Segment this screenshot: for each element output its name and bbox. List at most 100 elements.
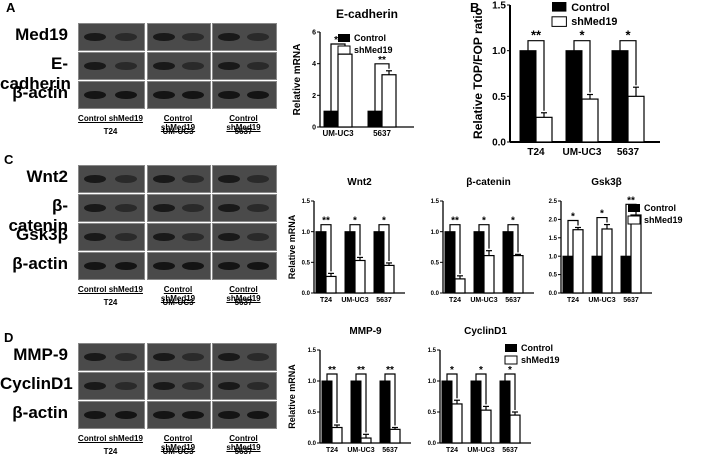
- protein-band: [181, 32, 204, 42]
- protein-band: [114, 32, 137, 42]
- bar-control: [519, 50, 537, 143]
- significance-bracket: [567, 219, 579, 257]
- y-tick-label: 1.0: [549, 254, 558, 260]
- bar-shmed19: [381, 74, 397, 128]
- y-tick-label: 0.0: [549, 291, 558, 297]
- bar-control: [344, 231, 356, 294]
- bar-control: [323, 110, 339, 128]
- bar-shmed19: [627, 95, 645, 143]
- y-tick-label: 0.0: [431, 291, 440, 297]
- y-tick-label: 0.5: [308, 410, 317, 416]
- cell-line-label: UM-UC3: [162, 298, 194, 307]
- cell-line-label: T24: [103, 127, 118, 136]
- protein-band: [247, 90, 270, 100]
- y-tick-label: 0.0: [428, 441, 437, 447]
- y-tick-label: 1.5: [308, 348, 317, 354]
- protein-band: [217, 61, 240, 71]
- legend-label-control: Control: [571, 2, 609, 14]
- protein-band: [181, 174, 204, 184]
- significance-marker: *: [579, 28, 585, 43]
- x-tick-label: UM-UC3: [341, 297, 368, 304]
- protein-band: [217, 352, 240, 362]
- blot-strip: [147, 81, 211, 109]
- chart-top-fop-ratio: Relative TOP/FOP ratio0.00.51.01.5**T24*…: [471, 1, 660, 158]
- y-tick-label: 6: [312, 30, 316, 37]
- blot-row-label: Wnt2: [26, 167, 68, 186]
- y-tick-label: 0.5: [549, 273, 558, 279]
- y-tick-label: 0.0: [302, 291, 311, 297]
- significance-bracket: [573, 40, 591, 93]
- protein-band: [181, 90, 204, 100]
- x-tick-label: T24: [567, 297, 579, 304]
- cell-line-label: UM-UC3: [162, 447, 194, 456]
- blot-row-label: E- cadherin: [0, 54, 71, 93]
- y-tick-label: 0.0: [308, 441, 317, 447]
- bar-control: [373, 231, 385, 294]
- significance-marker: *: [482, 216, 486, 227]
- significance-bracket: [527, 40, 545, 111]
- protein-band: [181, 61, 204, 71]
- significance-marker: *: [353, 216, 357, 227]
- bar-shmed19: [454, 278, 466, 294]
- protein-band: [152, 61, 175, 71]
- x-tick-label: 5637: [382, 447, 398, 454]
- protein-band: [181, 203, 204, 213]
- chart-title: E-cadherin: [336, 7, 398, 21]
- chart-cyclind1: CyclinD1 0.0 0.5 1.0 1.5 * T24 * UM-UC3 * 5637 Cont…: [428, 326, 560, 454]
- bar-shmed19: [337, 53, 353, 128]
- significance-marker: *: [450, 365, 454, 376]
- y-tick-label: 0.5: [431, 260, 440, 266]
- lane-header: Control shMed19: [160, 434, 196, 452]
- x-tick-label: 5637: [505, 297, 521, 304]
- panel-label-b: B: [470, 0, 480, 15]
- significance-marker: *: [600, 209, 604, 220]
- blot-strip: [212, 372, 277, 400]
- significance-marker: **: [378, 55, 386, 66]
- blot-strip: [78, 81, 145, 109]
- protein-band: [152, 90, 175, 100]
- bar-control: [367, 110, 383, 128]
- bar-shmed19: [512, 254, 524, 294]
- protein-band: [84, 261, 107, 271]
- protein-band: [84, 90, 107, 100]
- protein-band: [181, 410, 204, 420]
- panel-label-d: D: [4, 330, 14, 345]
- protein-band: [247, 410, 270, 420]
- blot-row-label: CyclinD1: [0, 374, 73, 393]
- cell-line-label: 5637: [234, 447, 253, 456]
- blot-row-label: Gsk3β: [16, 225, 68, 244]
- legend-swatch-shmed19: [627, 215, 641, 225]
- chart-title: Gsk3β: [591, 177, 622, 188]
- western-blot-panel-c: Wnt2 β-catenin Gsk3β β-actin Control shMed19…: [0, 160, 290, 320]
- protein-band: [114, 174, 137, 184]
- significance-bracket: [326, 373, 338, 424]
- x-tick-label: T24: [320, 297, 332, 304]
- protein-band: [217, 381, 240, 391]
- legend-label-shmed19: shMed19: [644, 215, 683, 225]
- significance-bracket: [320, 224, 332, 272]
- blot-strip: [78, 343, 145, 371]
- blot-row-label: MMP-9: [13, 345, 68, 364]
- y-tick-label: 1.0: [428, 379, 437, 385]
- bar-shmed19: [480, 409, 492, 444]
- chart-title: β-catenin: [466, 177, 510, 188]
- western-blot-panel-d: MMP-9 CyclinD1 β-actin Control shMed19 T24 Co…: [0, 338, 290, 456]
- chart-beta-catenin: β-catenin 0.0 0.5 1.0 1.5 ** T24 * UM-UC3 * 5637: [431, 177, 534, 304]
- significance-marker: *: [511, 216, 515, 227]
- protein-band: [84, 32, 107, 42]
- legend-swatch-shmed19: [337, 45, 351, 55]
- blot-row-label: β-catenin: [8, 196, 68, 235]
- legend-label-shmed19: shMed19: [521, 355, 560, 365]
- cell-line-label: UM-UC3: [162, 127, 194, 136]
- blot-strip: [78, 252, 145, 280]
- blot-strip: [147, 372, 211, 400]
- bar-control: [562, 255, 574, 294]
- chart-mmp-9: MMP-9 Relative mRNA 0.0 0.5 1.0 1.5 ** T24 ** UM-…: [287, 326, 411, 454]
- bar-shmed19: [354, 259, 366, 294]
- blot-strip: [147, 401, 211, 429]
- bar-control: [350, 380, 362, 444]
- bar-control: [591, 255, 603, 294]
- significance-marker: **: [627, 195, 635, 206]
- chart-title: Wnt2: [347, 177, 372, 188]
- significance-bracket: [504, 373, 516, 410]
